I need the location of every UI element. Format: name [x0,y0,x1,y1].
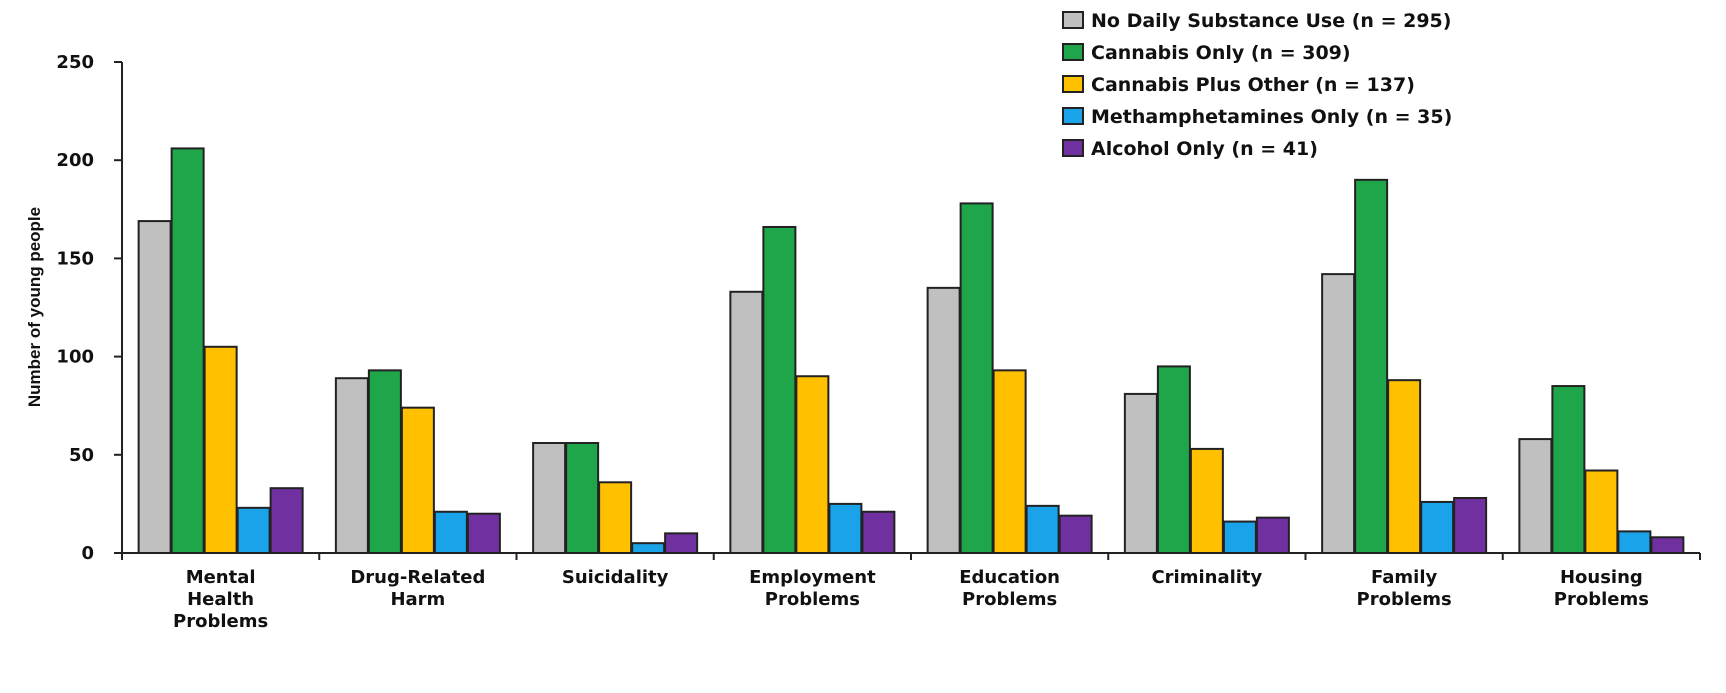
bar [203,345,238,554]
bar [1453,497,1488,554]
category-label-line: Education [959,567,1060,588]
y-tick-label: 250 [56,52,94,73]
bar [959,202,994,555]
legend: No Daily Substance Use (n = 295) Cannabis… [1062,10,1452,160]
bar [1650,536,1685,555]
bar [1025,504,1060,555]
y-tick-label: 100 [56,347,94,368]
bar [466,512,501,554]
bar [334,377,369,555]
legend-label: Cannabis Only (n = 309) [1091,42,1351,64]
bar [795,375,830,554]
category-label-line: Suicidality [562,567,669,588]
category-label-line: Family [1371,567,1437,588]
bar [664,532,699,554]
bar [1123,392,1158,554]
y-tick-label: 150 [56,248,94,269]
category-label-line: Problems [173,611,268,632]
category-label: Mental Health Problems [173,567,268,632]
category-label-line: Problems [1357,589,1452,610]
legend-swatch [1062,107,1084,125]
bar [1551,385,1586,554]
legend-swatch [1062,11,1084,29]
category-label: Housing Problems [1554,567,1649,610]
category-label-line: Housing [1560,567,1643,588]
y-tick-label: 200 [56,150,94,171]
bar [1156,365,1191,555]
bar [762,225,797,554]
bar [1518,438,1553,555]
category-label: Criminality [1151,567,1262,588]
bar [1617,530,1652,554]
category-label-line: Employment [749,567,876,588]
bar [1584,469,1619,554]
bar [992,369,1027,554]
bar [631,542,666,554]
category-label-line: Criminality [1151,567,1262,588]
category-label: Family Problems [1357,567,1452,610]
category-label: Drug-Related Harm [350,567,485,610]
category-label-line: Harm [390,589,445,610]
bar [565,442,600,554]
category-label: Employment Problems [749,567,876,610]
y-tick-label: 0 [81,543,94,564]
bar [1321,273,1356,554]
bar [1354,178,1389,554]
y-tick-labels: 0 50 100 150 200 250 [56,52,94,564]
bar [861,510,896,555]
y-tick-label: 50 [69,445,94,466]
bar [433,510,468,555]
bar [1420,500,1455,555]
bar [367,369,402,554]
bar [170,147,205,555]
category-label-line: Health [187,589,254,610]
bar [1058,514,1093,555]
bar [1387,379,1422,554]
legend-swatch [1062,75,1084,93]
legend-label: No Daily Substance Use (n = 295) [1091,10,1451,32]
bar [400,406,435,554]
category-label-line: Mental [186,567,256,588]
category-label-line: Problems [765,589,860,610]
bar [532,442,567,554]
legend-label: Alcohol Only (n = 41) [1091,138,1318,160]
bar [269,487,304,554]
bar [828,502,863,554]
legend-label: Cannabis Plus Other (n = 137) [1091,74,1415,96]
bar [1189,447,1224,554]
bar [729,290,764,554]
category-label-line: Problems [1554,589,1649,610]
category-label-line: Drug-Related [350,567,485,588]
bar [1255,516,1290,555]
legend-label: Methamphetamines Only (n = 35) [1091,106,1452,128]
bars [137,147,1685,555]
bar [137,220,172,554]
category-label-line: Problems [962,589,1057,610]
bar [1222,520,1257,554]
bar [926,286,961,554]
bar [236,506,271,555]
legend-swatch [1062,139,1084,157]
category-label: Education Problems [959,567,1060,610]
bar [598,481,633,554]
legend-swatch [1062,43,1084,61]
y-axis-label: Number of young people [25,207,44,407]
category-label: Suicidality [562,567,669,588]
